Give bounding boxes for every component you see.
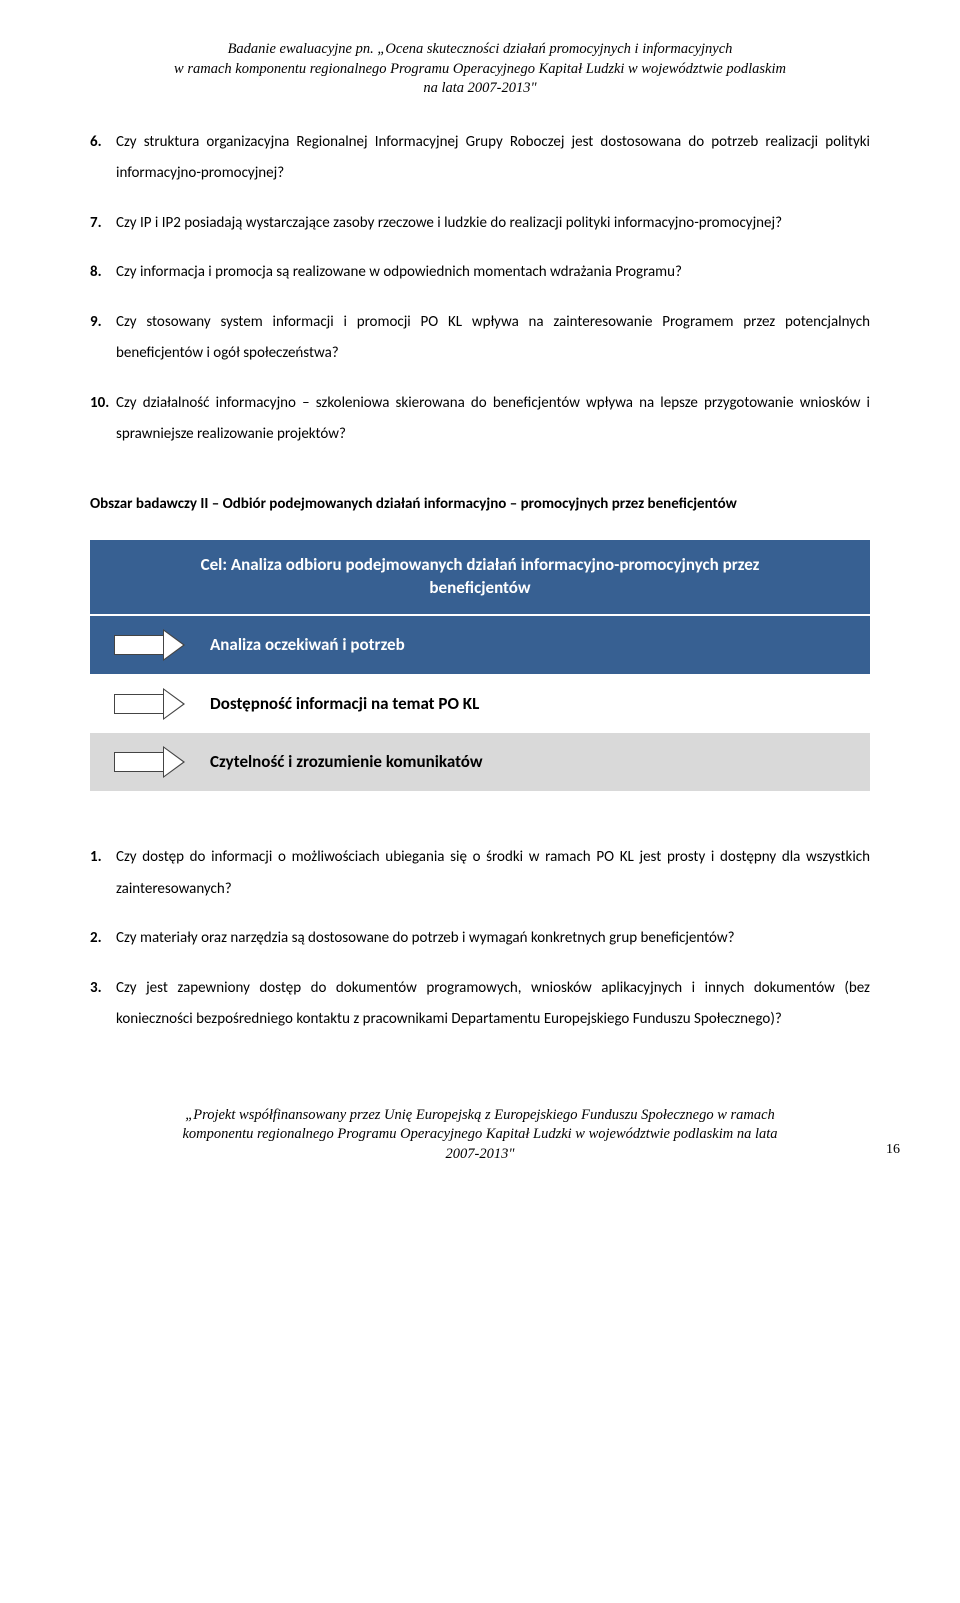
list-item: 6. Czy struktura organizacyjna Regionalne… <box>90 127 870 190</box>
arrow-right-icon <box>114 630 186 660</box>
diagram-title-box: Cel: Analiza odbioru podejmowanych dział… <box>90 540 870 616</box>
footer-line: komponentu regionalnego Programu Operacy… <box>90 1125 870 1145</box>
header-line: w ramach komponentu regionalnego Program… <box>90 60 870 80</box>
diagram-row-label: Analiza oczekiwań i potrzeb <box>210 616 870 674</box>
item-number: 6. <box>90 127 102 159</box>
diagram-row: Dostępność informacji na temat PO KL <box>90 675 870 733</box>
arrow-cell <box>90 675 210 733</box>
diagram-row-label: Czytelność i zrozumienie komunikatów <box>210 733 870 791</box>
item-text: Czy informacja i promocja są realizowane… <box>116 263 682 281</box>
item-number: 7. <box>90 208 102 240</box>
question-list-1: 6. Czy struktura organizacyjna Regionalne… <box>90 127 870 451</box>
arrow-cell <box>90 733 210 791</box>
item-text: Czy stosowany system informacji i promoc… <box>116 313 870 363</box>
item-text: Czy jest zapewniony dostęp do dokumentów… <box>116 979 870 1029</box>
item-text: Czy struktura organizacyjna Regionalnej … <box>116 133 870 183</box>
footer-line: „Projekt współfinansowany przez Unię Eur… <box>90 1106 870 1126</box>
doc-footer: „Projekt współfinansowany przez Unię Eur… <box>90 1106 870 1165</box>
header-line: Badanie ewaluacyjne pn. „Ocena skuteczno… <box>90 40 870 60</box>
footer-line: 2007-2013" <box>90 1145 870 1165</box>
item-text: Czy działalność informacyjno – szkolenio… <box>116 394 870 444</box>
diagram-row-label: Dostępność informacji na temat PO KL <box>210 675 870 733</box>
list-item: 2. Czy materiały oraz narzędzia są dostos… <box>90 923 870 955</box>
diagram-row: Analiza oczekiwań i potrzeb <box>90 616 870 675</box>
item-text: Czy materiały oraz narzędzia są dostosow… <box>116 929 735 947</box>
question-list-2: 1. Czy dostęp do informacji o możliwościa… <box>90 842 870 1036</box>
diagram-container: Cel: Analiza odbioru podejmowanych dział… <box>90 540 870 792</box>
item-number: 9. <box>90 307 102 339</box>
item-number: 10. <box>90 388 109 420</box>
list-item: 3. Czy jest zapewniony dostęp do dokument… <box>90 973 870 1036</box>
list-item: 9. Czy stosowany system informacji i prom… <box>90 307 870 370</box>
doc-header: Badanie ewaluacyjne pn. „Ocena skuteczno… <box>90 40 870 99</box>
item-text: Czy IP i IP2 posiadają wystarczające zas… <box>116 214 782 232</box>
list-item: 1. Czy dostęp do informacji o możliwościa… <box>90 842 870 905</box>
item-number: 2. <box>90 923 102 955</box>
diagram-row: Czytelność i zrozumienie komunikatów <box>90 733 870 792</box>
section-heading: Obszar badawczy II – Odbiór podejmowanyc… <box>90 489 870 521</box>
arrow-right-icon <box>114 747 186 777</box>
item-number: 8. <box>90 257 102 289</box>
page-number: 16 <box>886 1141 900 1160</box>
item-number: 3. <box>90 973 102 1005</box>
item-number: 1. <box>90 842 102 874</box>
arrow-right-icon <box>114 689 186 719</box>
list-item: 8. Czy informacja i promocja są realizowa… <box>90 257 870 289</box>
list-item: 7. Czy IP i IP2 posiadają wystarczające z… <box>90 208 870 240</box>
header-line: na lata 2007-2013" <box>90 79 870 99</box>
item-text: Czy dostęp do informacji o możliwościach… <box>116 848 870 898</box>
arrow-cell <box>90 616 210 674</box>
list-item: 10. Czy działalność informacyjno – szkole… <box>90 388 870 451</box>
